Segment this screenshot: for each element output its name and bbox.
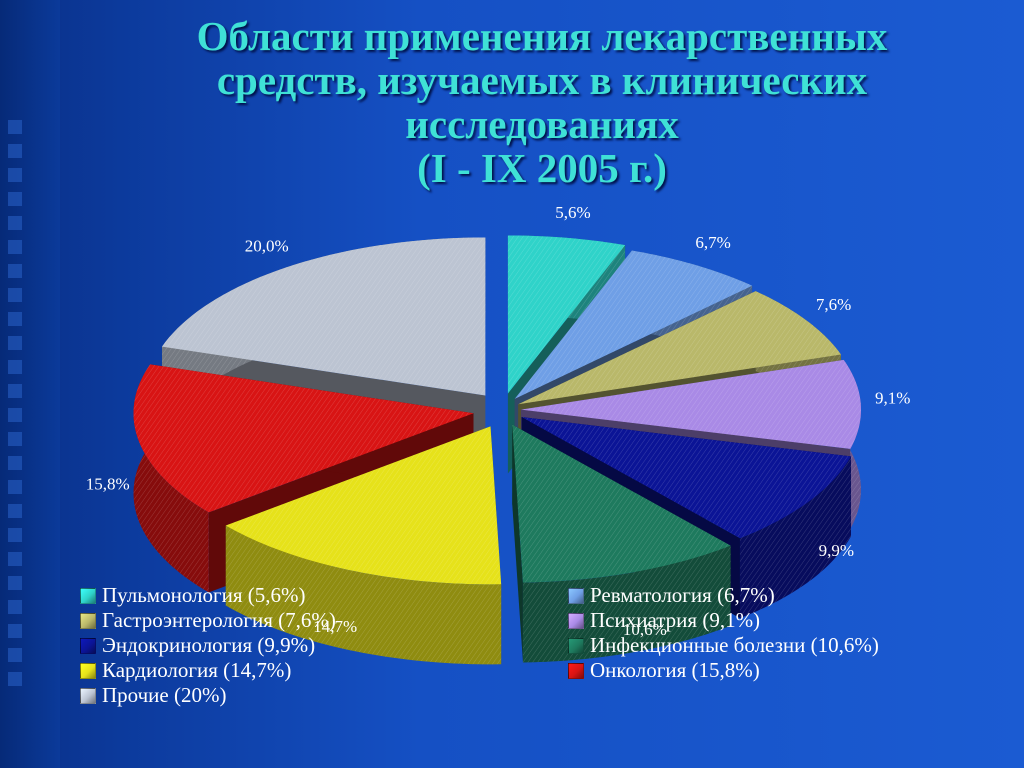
legend-item: Кардиология (14,7%)	[80, 658, 291, 683]
pie-slice-label-9: 20,0%	[245, 236, 289, 255]
legend-swatch	[568, 587, 584, 604]
legend-swatch	[80, 587, 96, 604]
legend-swatch	[80, 662, 96, 679]
pie-slice-top-texture	[520, 359, 861, 449]
pie-slice-label-6: 10,6%	[623, 620, 667, 639]
pie-slice-rim-texture	[522, 545, 731, 663]
legend-label: Ревматология (6,7%)	[590, 583, 775, 607]
legend-item: Ревматология (6,7%)	[568, 583, 775, 608]
pie-slice-label-3: 7,6%	[816, 295, 851, 314]
legend-swatch	[80, 612, 96, 629]
legend-label: Психиатрия (9,1%)	[590, 608, 761, 632]
legend-item: Инфекционные болезни (10,6%)	[568, 633, 879, 658]
legend-label: Инфекционные болезни (10,6%)	[590, 633, 879, 657]
legend-item: Прочие (20%)	[80, 683, 226, 708]
pie-slice-label-7: 14,7%	[313, 617, 357, 636]
pie-slice-top-texture	[521, 417, 851, 539]
legend-swatch	[568, 612, 584, 629]
legend-item: Психиатрия (9,1%)	[568, 608, 760, 633]
pie-slice-top-texture	[514, 250, 753, 399]
pie-slice-label-5: 9,9%	[819, 541, 854, 560]
pie-slice-label-4: 9,1%	[875, 388, 910, 407]
legend-label: Онкология (15,8%)	[590, 658, 760, 682]
slide-title: Области применения лекарственных средств…	[60, 14, 1024, 190]
legend-swatch	[80, 687, 96, 704]
title-line-2: средств, изучаемых в клинических	[216, 57, 868, 103]
legend-item: Онкология (15,8%)	[568, 658, 760, 683]
legend-label: Эндокринология (9,9%)	[102, 633, 316, 657]
pie-slice-6	[512, 424, 731, 663]
pie-slice-top-texture	[133, 364, 474, 513]
pie-slice-top-texture	[225, 426, 502, 585]
legend-swatch	[568, 637, 584, 654]
pie-slice-rim-texture	[225, 525, 502, 665]
legend-label: Гастроэнтерология (7,6%)	[102, 608, 336, 632]
legend-item: Гастроэнтерология (7,6%)	[80, 608, 336, 633]
pie-slice-label-8: 15,8%	[86, 475, 130, 494]
legend-swatch	[80, 637, 96, 654]
legend-label: Прочие (20%)	[102, 683, 227, 707]
legend-label: Кардиология (14,7%)	[102, 658, 292, 682]
pie-slice-top-texture	[512, 424, 731, 583]
title-line-1: Области применения лекарственных	[196, 13, 888, 59]
legend-swatch	[568, 662, 584, 679]
pie-slice-top-texture	[518, 291, 841, 405]
legend-label: Пульмонология (5,6%)	[102, 583, 306, 607]
legend-item: Эндокринология (9,9%)	[80, 633, 315, 658]
legend-item: Пульмонология (5,6%)	[80, 583, 306, 608]
left-decor-squares	[8, 120, 56, 696]
pie-slice-wall	[512, 424, 523, 663]
pie-slice-label-2: 6,7%	[695, 233, 730, 252]
pie-slice-top-texture	[162, 237, 486, 396]
pie-slice-top-texture	[507, 235, 626, 394]
pie-slice-rim-texture	[133, 364, 209, 593]
pie-slice-label-1: 5,6%	[555, 203, 590, 222]
pie-slice-7	[225, 426, 502, 665]
pie-slice-rim-texture	[739, 456, 851, 619]
title-line-3: исследованиях	[405, 101, 679, 147]
title-line-4: (I - IX 2005 г.)	[417, 145, 667, 191]
